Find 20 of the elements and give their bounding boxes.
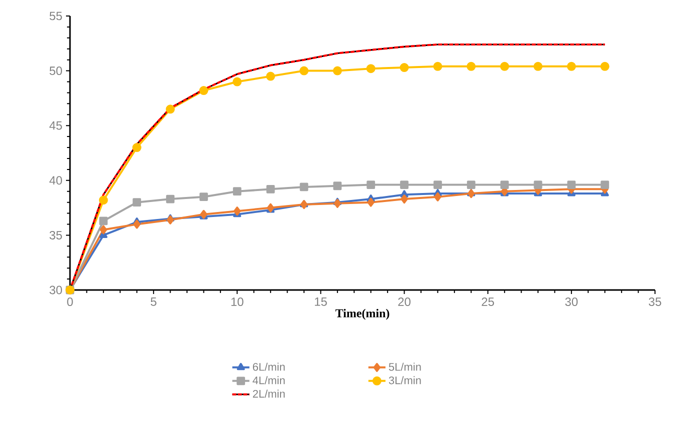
x-axis-title: Time(min) <box>335 308 390 320</box>
x-tick-label: 0 <box>67 298 73 306</box>
legend-label: 2L/min <box>252 390 285 398</box>
y-tick-label: 40 <box>49 176 62 185</box>
legend-label: 4L/min <box>252 376 285 384</box>
legend-label: 5L/min <box>388 362 421 371</box>
y-tick-label: 55 <box>50 12 62 20</box>
x-tick-label: 30 <box>565 298 578 306</box>
x-tick-label: 35 <box>648 298 662 306</box>
x-tick-label: 5 <box>150 298 156 306</box>
y-tick-label: 45 <box>49 121 62 130</box>
x-tick-label: 25 <box>482 298 494 306</box>
x-tick-label: 15 <box>314 298 327 306</box>
legend-label: 3L/min <box>388 376 421 384</box>
x-tick-label: 10 <box>231 298 244 306</box>
y-tick-label: 35 <box>50 230 62 240</box>
y-tick-label: 30 <box>50 286 62 294</box>
y-tick-label: 50 <box>50 66 62 76</box>
legend-label: 6L/min <box>252 362 285 371</box>
x-tick-label: 20 <box>398 298 410 306</box>
